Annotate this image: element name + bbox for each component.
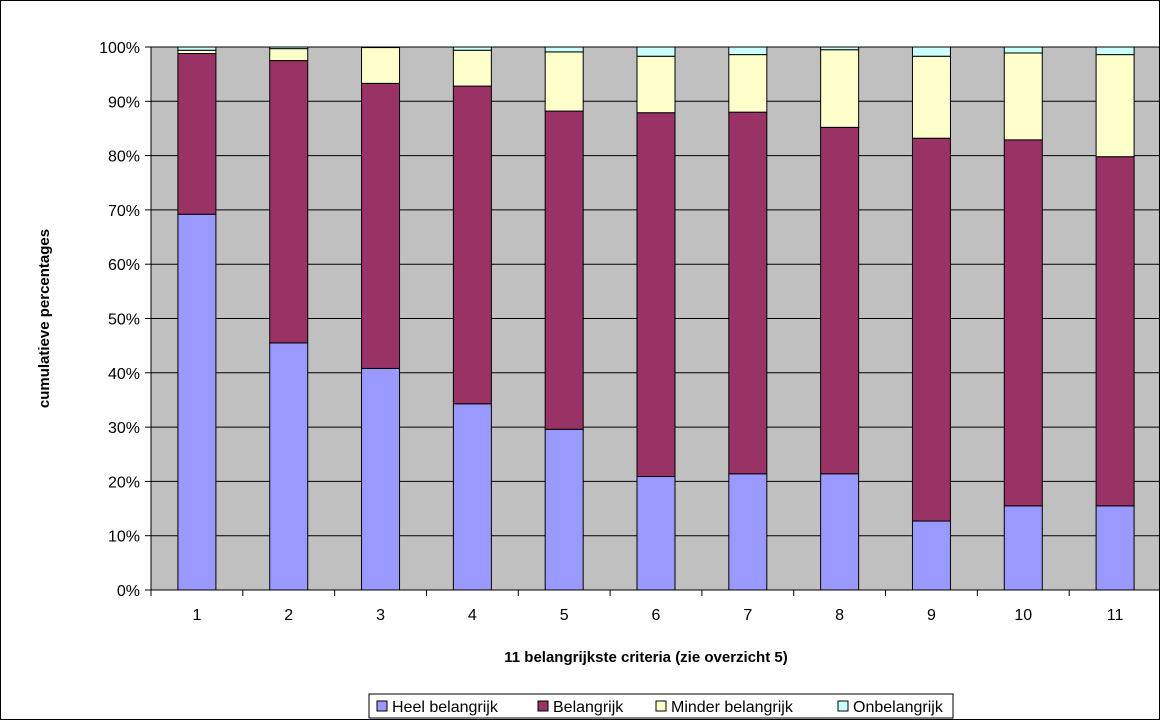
bar-segment (728, 46, 768, 56)
x-tick-label: 4 (468, 607, 477, 624)
bar-segment (177, 213, 217, 591)
x-tick-label: 5 (560, 607, 569, 624)
legend-swatch (537, 700, 549, 712)
bar-segment (1003, 505, 1043, 591)
bar-segment (1095, 505, 1135, 591)
bar-segment (728, 111, 768, 475)
bar-segment (636, 55, 676, 114)
legend-label: Minder belangrijk (671, 699, 794, 716)
bar-segment (636, 476, 676, 591)
y-tick-label: 100% (99, 40, 140, 57)
y-tick-label: 40% (108, 366, 140, 383)
bar-segment (1003, 139, 1043, 507)
bar-segment (728, 473, 768, 591)
bar-segment (177, 46, 217, 51)
y-tick-label: 80% (108, 149, 140, 166)
bar-segment (1095, 54, 1135, 158)
legend-swatch (376, 700, 388, 712)
bar-segment (636, 112, 676, 478)
bar-segment (269, 60, 309, 344)
bar-segment (820, 49, 860, 128)
x-tick-label: 3 (376, 607, 385, 624)
bar-segment (820, 126, 860, 475)
bar-segment (1095, 156, 1135, 507)
bar-segment (911, 137, 951, 522)
bar-segment (269, 342, 309, 591)
bar-segment (361, 367, 401, 591)
x-tick-label: 9 (927, 607, 936, 624)
bar-segment (636, 46, 676, 57)
y-tick-label: 0% (117, 583, 140, 600)
bar-segment (1003, 46, 1043, 54)
y-tick-label: 10% (108, 529, 140, 546)
bar-segment (820, 46, 860, 51)
bar-segment (911, 46, 951, 57)
x-tick-label: 1 (192, 607, 201, 624)
y-tick-label: 60% (108, 257, 140, 274)
bar-segment (1003, 52, 1043, 141)
legend-swatch (655, 700, 667, 712)
legend-label: Belangrijk (553, 699, 624, 716)
y-tick-label: 70% (108, 203, 140, 220)
bar-segment (544, 46, 584, 53)
x-tick-label: 10 (1014, 607, 1032, 624)
bar-segment (728, 54, 768, 113)
x-tick-label: 2 (284, 607, 293, 624)
bar-segment (452, 85, 492, 405)
x-tick-label: 6 (652, 607, 661, 624)
bars (177, 46, 1135, 591)
legend-label: Heel belangrijk (392, 699, 499, 716)
bar-segment (544, 428, 584, 591)
x-axis-title: 11 belangrijkste criteria (zie overzicht… (504, 649, 787, 666)
legend: Heel belangrijk Belangrijk Minder belangri… (368, 693, 954, 719)
legend-swatch (837, 700, 849, 712)
y-tick-label: 50% (108, 312, 140, 329)
bar-segment (361, 46, 401, 49)
bar-segment (911, 520, 951, 591)
bar-segment (269, 48, 309, 62)
bar-segment (911, 55, 951, 139)
x-tick-label: 7 (743, 607, 752, 624)
bar-segment (544, 110, 584, 430)
x-tick-label: 11 (1107, 607, 1124, 624)
bar-segment (177, 53, 217, 215)
axes: 0% 10% 20% 30% 40% 50% 60% 70% 80% 90% 100% 1 2 3 4 5 6 7… (99, 40, 1160, 624)
x-tick-label: 8 (835, 607, 844, 624)
legend-label: Onbelangrijk (853, 699, 944, 716)
bar-segment (544, 51, 584, 112)
bar-segment (452, 403, 492, 591)
bar-segment (269, 46, 309, 50)
y-axis-title: cumulatieve percentages (36, 229, 53, 408)
bar-segment (1095, 46, 1135, 56)
y-tick-label: 30% (108, 420, 140, 437)
legend-box (368, 693, 954, 719)
y-tick-label: 90% (108, 94, 140, 111)
bar-segment (361, 47, 401, 84)
y-tick-label: 20% (108, 474, 140, 491)
bar-segment (452, 46, 492, 51)
bar-segment (361, 82, 401, 369)
bar-segment (452, 49, 492, 87)
bar-segment (820, 473, 860, 591)
